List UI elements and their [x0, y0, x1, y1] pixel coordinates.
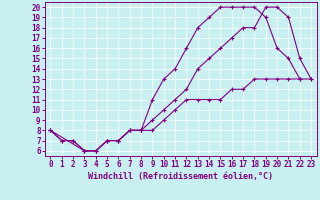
- X-axis label: Windchill (Refroidissement éolien,°C): Windchill (Refroidissement éolien,°C): [88, 172, 273, 181]
